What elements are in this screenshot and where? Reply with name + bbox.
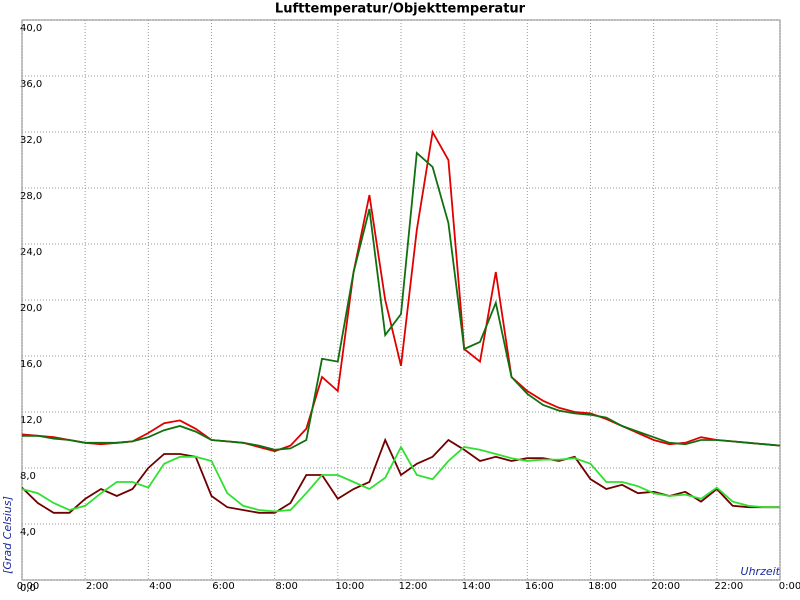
chart-title: Lufttemperatur/Objekttemperatur (275, 2, 526, 17)
y-tick-label: 16,0 (20, 359, 42, 370)
data-line (21, 129, 781, 453)
y-tick-label: 12,0 (20, 415, 42, 426)
data-line (22, 151, 781, 451)
y-axis-label: [Grad Celsius] (1, 496, 14, 574)
x-tick-label: 22:00 (714, 581, 743, 592)
x-tick-label: 18:00 (588, 581, 617, 592)
x-tick-label: 20:00 (651, 581, 680, 592)
x-tick-label: 0:00 (779, 581, 800, 592)
y-tick-label: 32,0 (20, 135, 42, 146)
x-tick-label: 16:00 (525, 581, 554, 592)
y-tick-label: 20,0 (20, 303, 42, 314)
y-tick-label: 36,0 (20, 79, 42, 90)
y-tick-label: 40,0 (20, 23, 42, 34)
data-line (21, 437, 780, 514)
data-line (21, 445, 780, 513)
x-tick-label: 10:00 (335, 581, 364, 592)
x-tick-label: 2:00 (86, 581, 108, 592)
y-tick-label: 4,0 (20, 527, 36, 538)
x-tick-label: 6:00 (212, 581, 234, 592)
y-tick-label: 28,0 (20, 191, 42, 202)
x-tick-label: 12:00 (399, 581, 428, 592)
y-tick-label: 24,0 (20, 247, 42, 258)
x-tick-label: 8:00 (275, 581, 297, 592)
x-tick-label: 0:00 (17, 581, 39, 592)
x-axis-label: Uhrzeit (741, 565, 781, 578)
y-tick-label: 8,0 (20, 471, 36, 482)
y-tick-label: 0,0 (20, 583, 36, 594)
x-tick-label: 4:00 (149, 581, 171, 592)
x-tick-label: 14:00 (462, 581, 491, 592)
